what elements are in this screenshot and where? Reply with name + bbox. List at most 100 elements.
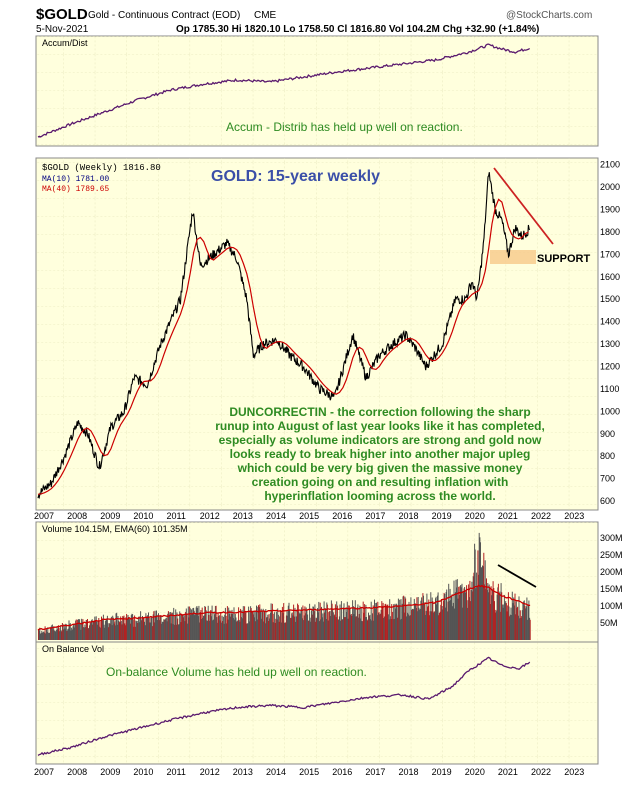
volume-bar [288,602,290,640]
volume-bar [316,618,318,640]
volume-bar [323,621,324,640]
volume-bar [516,607,518,640]
volume-bar [98,618,100,640]
volume-bar [294,607,296,640]
volume-bar [393,618,395,640]
volume-bar [419,609,421,640]
volume-bar [267,614,269,640]
volume-bar [264,610,265,640]
volume-bar [492,590,493,640]
volume-bar [261,618,263,640]
volume-bar [102,614,104,640]
volume-bar [64,628,66,640]
commentary-line: creation going on and resulting inflatio… [252,475,509,489]
volume-bar [306,610,308,640]
volume-bar [456,579,458,640]
year-tick-label: 2022 [531,767,551,777]
volume-bar [122,616,124,640]
volume-bar [422,593,424,640]
year-tick-label: 2022 [531,511,551,521]
volume-bar [278,621,280,640]
volume-bar [232,618,234,640]
volume-bar [291,613,293,640]
volume-bar [213,619,214,640]
volume-bar [228,613,230,640]
price-tick-label: 900 [600,429,615,439]
volume-bar [500,583,502,640]
volume-bar [68,620,70,640]
volume-bar [73,624,75,640]
volume-bar [140,611,142,640]
volume-bar [247,623,249,640]
volume-bar [520,618,522,640]
volume-bar [513,605,515,640]
volume-bar [66,631,68,640]
year-tick-label: 2010 [133,511,153,521]
volume-bar [210,610,212,640]
volume-bar [219,620,221,640]
volume-bar [146,617,147,640]
volume-tick-label: 250M [600,550,623,560]
volume-bar [374,608,376,640]
volume-bar [295,616,297,640]
volume-bar [279,616,281,640]
volume-bar [362,601,364,640]
volume-bar [383,616,385,640]
accum-legend: Accum/Dist [42,38,88,48]
volume-bar [330,616,332,640]
volume-bar [174,616,176,640]
volume-bar [508,606,510,640]
volume-bar [482,565,483,640]
volume-bar [501,604,503,640]
volume-bar [84,624,86,640]
volume-bar [62,624,64,640]
volume-bar [268,614,270,640]
volume-bar [326,604,328,640]
volume-bar [523,600,525,640]
volume-bar [108,627,110,640]
volume-bar [440,599,442,640]
volume-bar [147,615,149,640]
volume-bar [311,614,313,640]
volume-bar [50,626,52,640]
volume-bar [232,613,234,640]
volume-bar [370,601,372,640]
volume-bar [340,601,342,640]
volume-bar [363,612,365,640]
accum-note: Accum - Distrib has held up well on reac… [226,120,463,134]
volume-bar [429,611,431,640]
volume-bar [507,592,509,640]
volume-bar [329,611,331,640]
volume-bar [53,630,55,640]
volume-bar [296,609,298,640]
volume-bar [480,542,481,640]
volume-bar [464,592,466,640]
volume-bar [309,603,311,640]
volume-bar [277,614,279,640]
volume-bar [332,610,334,640]
volume-bar [319,621,320,640]
volume-bar [199,622,200,640]
volume-bar [60,630,62,640]
volume-bar [177,624,179,640]
volume-bar [258,605,259,640]
price-tick-label: 1500 [600,294,620,304]
volume-bar [310,617,312,640]
volume-bar [427,607,428,640]
volume-bar [440,604,442,640]
volume-bar [182,615,184,640]
volume-bar [175,624,177,640]
volume-bar [515,614,517,640]
volume-bar [276,619,278,640]
ma40-line [37,198,529,495]
volume-bar [171,612,173,640]
volume-bar [72,626,74,640]
volume-bar [238,619,240,640]
volume-bar [472,591,474,640]
volume-bar [289,618,291,640]
volume-bar [495,611,497,640]
volume-bar [418,607,420,640]
volume-bar [347,618,349,640]
volume-bar [173,607,175,640]
volume-bar [102,618,104,640]
